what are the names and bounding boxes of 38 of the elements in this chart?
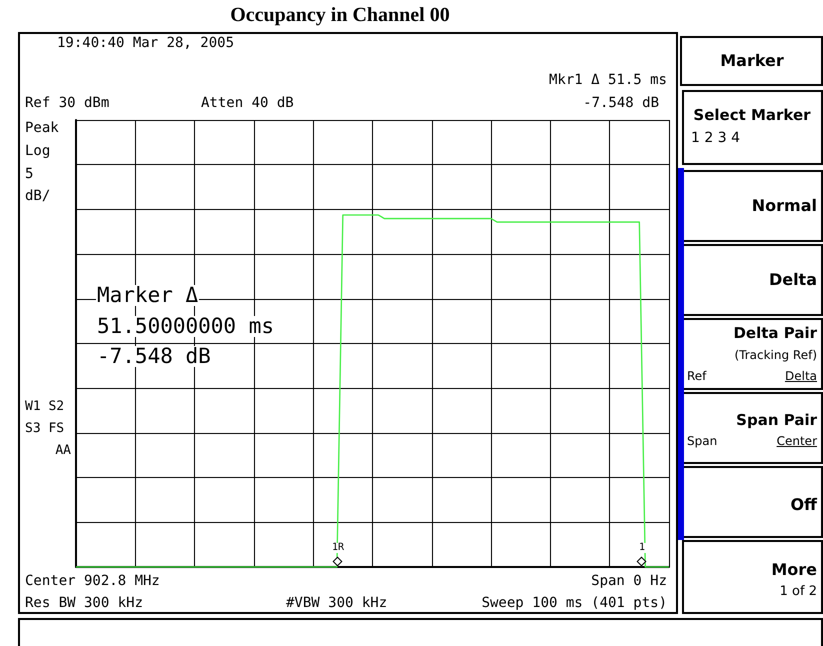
text: Span 0 Hz [590, 573, 668, 589]
text: S3 FS [24, 420, 66, 436]
text: Mkr1 Δ 51.5 ms [548, 72, 668, 88]
text: Span [686, 434, 718, 448]
text: (Tracking Ref) [733, 348, 818, 362]
text: Peak [24, 120, 60, 136]
text: Normal [750, 196, 818, 215]
text: 19:40:40 Mar 28, 2005 [56, 35, 236, 51]
chart-title: Occupancy in Channel 00 [229, 4, 451, 27]
text: Marker [719, 51, 785, 70]
text: More [770, 560, 818, 579]
text: Delta Pair [732, 324, 818, 342]
text: Center [776, 434, 818, 448]
text: -7.548 dB [582, 95, 660, 111]
text: Off [789, 495, 818, 514]
text: 1 of 2 [778, 584, 818, 598]
text: 5 [24, 166, 34, 182]
text: 1 2 3 4 [690, 130, 741, 146]
text: Sweep 100 ms (401 pts) [480, 595, 668, 611]
text: Ref 30 dBm [24, 95, 110, 111]
text: Res BW 300 kHz [24, 595, 144, 611]
text: Span Pair [735, 410, 818, 428]
text: W1 S2 [24, 398, 66, 414]
annotation: Marker Δ [96, 282, 200, 306]
text: Log [24, 143, 52, 159]
text: Delta [784, 369, 818, 383]
text: AA [54, 442, 72, 458]
text: Delta [768, 270, 818, 289]
annotation: 1R [330, 542, 346, 553]
text: dB/ [24, 188, 52, 204]
annotation: 51.50000000 ms [96, 314, 276, 338]
text: #VBW 300 kHz [285, 595, 388, 611]
annotation: -7.548 dB [96, 344, 212, 368]
text: Center 902.8 MHz [24, 573, 161, 589]
text: Select Marker [692, 106, 812, 124]
text: Atten 40 dB [200, 95, 295, 111]
annotation: 1 [638, 542, 646, 553]
text: Ref [686, 369, 708, 383]
